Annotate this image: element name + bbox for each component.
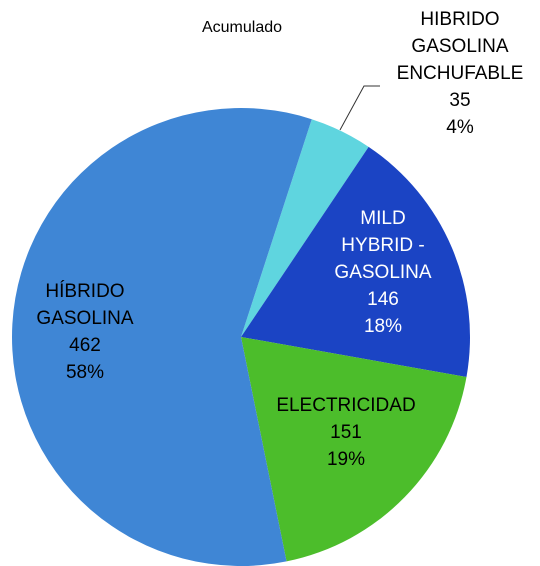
slice-percent: 19% — [327, 449, 365, 470]
pie-slice — [241, 146, 470, 378]
pie-slice — [241, 119, 369, 337]
slice-value: 462 — [69, 335, 101, 356]
slice-label: ELECTRICIDAD — [276, 395, 415, 416]
slice-value: 146 — [367, 289, 399, 310]
slice-percent: 18% — [364, 316, 402, 337]
slice-label: HÍBRIDO — [45, 281, 124, 302]
slice-percent: 58% — [66, 362, 104, 383]
leader-line — [339, 85, 380, 131]
pie-slice — [241, 337, 467, 562]
pie-slice — [11, 107, 312, 566]
slice-value: 151 — [330, 422, 362, 443]
slice-value: 35 — [449, 90, 470, 111]
slice-percent: 4% — [446, 117, 474, 138]
slice-label: GASOLINA — [36, 308, 133, 329]
slice-label: HIBRIDO — [420, 9, 499, 30]
slice-label: GASOLINA — [334, 262, 431, 283]
slice-label: ENCHUFABLE — [397, 63, 524, 84]
slice-label: MILD — [360, 208, 405, 229]
chart-title: Acumulado — [202, 19, 282, 36]
slice-label: GASOLINA — [411, 36, 508, 57]
slice-label: HYBRID - — [341, 235, 424, 256]
